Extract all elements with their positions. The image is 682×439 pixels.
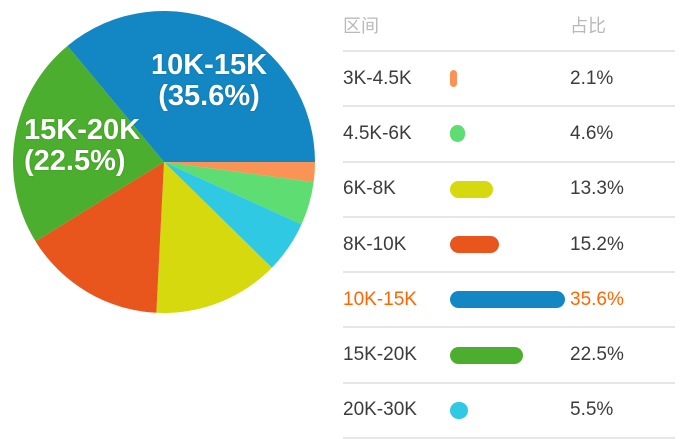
- pie-chart: 10K-15K (35.6%) 15K-20K (22.5%): [0, 0, 340, 439]
- pie-slice-10K-15K[interactable]: [67, 11, 315, 162]
- pie-label-line1: 15K-20K: [24, 114, 141, 146]
- pie-slice-label-15k-20k: 15K-20K (22.5%): [24, 115, 140, 177]
- table-body: 3K-4.5K 2.1% 4.5K-6K 4.6% 6K-8K 13.3% 8K-10K 15…: [343, 52, 675, 439]
- share-value: 15.2%: [570, 233, 624, 255]
- table-row-6K-8K[interactable]: 6K-8K 13.3%: [343, 163, 675, 218]
- share-bar: [450, 401, 468, 419]
- distribution-table: 区间 占比 3K-4.5K 2.1% 4.5K-6K 4.6% 6K-8K 13.3% 8K…: [330, 0, 682, 439]
- pie-label-line2: (22.5%): [24, 145, 126, 177]
- pie-slice-20K-30K[interactable]: [164, 162, 302, 268]
- share-bar-cell: [450, 236, 570, 254]
- share-bar: [450, 346, 523, 364]
- table-row-8K-10K[interactable]: 8K-10K 15.2%: [343, 218, 675, 274]
- range-label: 15K-20K: [343, 344, 417, 366]
- share-bar: [450, 180, 493, 198]
- table-row-20K-30K[interactable]: 20K-30K 5.5%: [343, 384, 675, 439]
- pie-chart-canvas: [13, 11, 315, 313]
- share-bar: [450, 291, 565, 309]
- column-header-share: 占比: [570, 16, 606, 36]
- table-row-4.5K-6K[interactable]: 4.5K-6K 4.6%: [343, 107, 675, 163]
- pie-label-line2: (35.6%): [158, 80, 260, 112]
- share-bar: [450, 236, 499, 254]
- pie-slice-6K-8K[interactable]: [156, 162, 272, 313]
- share-bar-cell: [450, 346, 570, 364]
- range-label: 20K-30K: [343, 399, 417, 421]
- share-bar-cell: [450, 70, 570, 88]
- pie-slice-label-10k-15k: 10K-15K (35.6%): [141, 50, 277, 112]
- range-label: 6K-8K: [343, 178, 396, 200]
- pie-slice-4.5K-6K[interactable]: [164, 162, 314, 225]
- column-header-range: 区间: [343, 16, 379, 36]
- share-bar-cell: [450, 180, 570, 198]
- table-header-row: 区间 占比: [343, 0, 675, 52]
- share-value: 35.6%: [570, 288, 624, 310]
- pie-slice-8K-10K[interactable]: [35, 162, 165, 313]
- table-row-15K-20K[interactable]: 15K-20K 22.5%: [343, 328, 675, 384]
- table-row-10K-15K[interactable]: 10K-15K 35.6%: [343, 273, 675, 329]
- share-value: 5.5%: [570, 399, 614, 421]
- share-bar-cell: [450, 125, 570, 143]
- share-bar-cell: [450, 401, 570, 419]
- pie-label-line1: 10K-15K: [150, 49, 268, 81]
- range-label: 10K-15K: [343, 288, 417, 310]
- pie-slice-15K-20K[interactable]: [13, 45, 165, 242]
- share-bar: [450, 125, 465, 143]
- pie-slice-3K-4.5K[interactable]: [164, 162, 315, 183]
- share-bar: [450, 70, 457, 88]
- share-bar-cell: [450, 291, 570, 309]
- range-label: 4.5K-6K: [343, 122, 412, 144]
- share-value: 22.5%: [570, 344, 624, 366]
- share-value: 13.3%: [570, 178, 624, 200]
- range-label: 3K-4.5K: [343, 67, 412, 89]
- share-value: 2.1%: [570, 67, 614, 89]
- share-value: 4.6%: [570, 122, 614, 144]
- table-row-3K-4.5K[interactable]: 3K-4.5K 2.1%: [343, 52, 675, 108]
- range-label: 8K-10K: [343, 233, 407, 255]
